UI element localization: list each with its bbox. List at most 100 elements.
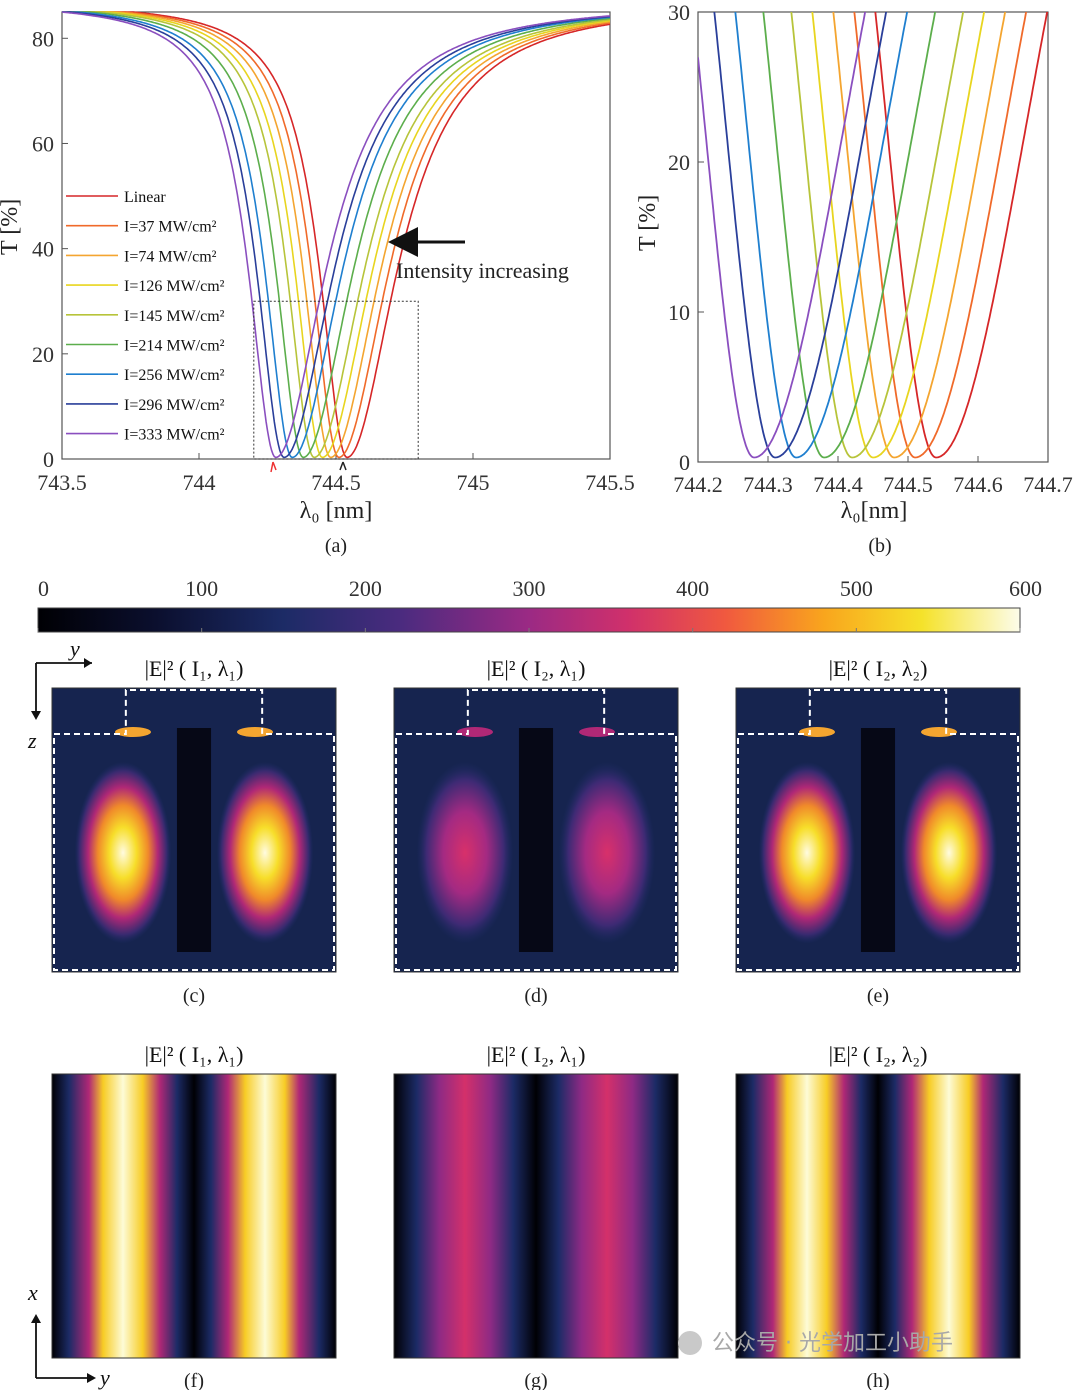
b-ytick-label: 20 [668, 150, 690, 175]
field-lobe [216, 761, 314, 944]
map-title: |E|² ( I₂, λ₁) [487, 656, 586, 681]
xy-axis-glyph: y x [27, 1280, 110, 1390]
colorbar-tick-label: 200 [349, 576, 382, 601]
colorbar-tick-label: 600 [1009, 576, 1042, 601]
colorbar: 0 100 200 300 400 500 600 [37, 576, 1042, 633]
y-axis-glyph-label-2: y [98, 1365, 110, 1390]
field-lobe [416, 761, 514, 944]
b-xtick-label: 744.6 [953, 472, 1003, 497]
a-series-line [62, 11, 611, 459]
edge-hotspot [115, 727, 151, 737]
structure-outline [395, 689, 677, 971]
a-series-line [62, 11, 611, 459]
colorbar-tick-label: 400 [676, 576, 709, 601]
field-map-yz: |E|² ( I₂, λ₁) (d) [393, 656, 679, 1007]
b-series-line [853, 12, 1028, 459]
legend-entry: I=126 MW/cm² [124, 278, 225, 295]
field-map-xy: |E|² ( I₂, λ₁) (g) [393, 1042, 679, 1390]
map-dark-center [176, 728, 212, 952]
b-xtick-label: 744.2 [673, 472, 723, 497]
a-xtick-label: 744.5 [311, 470, 361, 495]
legend-entry: I=333 MW/cm² [124, 427, 225, 444]
a-xtick-label: 745 [457, 470, 490, 495]
panel-a-curves [61, 11, 611, 459]
a-ytick-label: 20 [32, 342, 54, 367]
b-ytick-label: 0 [679, 450, 690, 475]
edge-hotspot [921, 727, 957, 737]
map-stripes [393, 1073, 679, 1359]
b-ytick-label: 30 [668, 0, 690, 25]
z-axis-glyph-label: z [27, 728, 37, 753]
y-axis-glyph-label: y [68, 636, 80, 661]
a-ytick-label: 0 [43, 447, 54, 472]
structure-outline [53, 689, 335, 971]
field-lobe [558, 761, 656, 944]
a-series-line [62, 11, 611, 459]
b-xtick-label: 744.5 [883, 472, 933, 497]
black-arrow-marker [339, 461, 347, 471]
legend-entry: Linear [124, 189, 166, 206]
a-series-line [62, 11, 611, 459]
yz-axis-glyph: y z [27, 636, 92, 753]
map-dark-center [518, 728, 554, 952]
map-panel-label: (f) [184, 1370, 204, 1390]
b-ytick-label: 10 [668, 300, 690, 325]
a-ytick-label: 40 [32, 237, 54, 262]
map-panel-label: (g) [524, 1370, 547, 1390]
edge-hotspot [579, 727, 615, 737]
legend-entry: I=256 MW/cm² [124, 367, 225, 384]
a-ytick-label: 60 [32, 131, 54, 156]
panel-a-label: (a) [325, 535, 347, 557]
panel-b-xlabel: λ₀[nm] [841, 498, 908, 524]
field-lobe [758, 761, 856, 944]
edge-hotspot [237, 727, 273, 737]
zoom-box [253, 300, 419, 460]
panel-a-xlabel: λ₀ [nm] [300, 498, 373, 524]
map-stripes [735, 1073, 1021, 1359]
map-title: |E|² ( I₂, λ₂) [829, 656, 928, 681]
field-lobe [74, 761, 172, 944]
field-map-yz: |E|² ( I₁, λ₁) (c) [51, 656, 337, 1007]
b-xtick-label: 744.3 [743, 472, 793, 497]
panel-a-ylabel: T [%] [0, 199, 23, 255]
panel-b-curves [698, 12, 1048, 459]
a-series-line [62, 11, 611, 459]
watermark: 公众号 · 光学加工小助手 [678, 1331, 953, 1356]
b-series-line [762, 12, 937, 459]
b-series-line [790, 12, 965, 459]
field-map-xy: |E|² ( I₂, λ₂) (h) [735, 1042, 1021, 1390]
map-panel-label: (e) [867, 985, 889, 1007]
b-series-line [832, 12, 1007, 459]
colorbar-tick-label: 300 [513, 576, 546, 601]
a-xtick-label: 745.5 [585, 470, 635, 495]
legend-entry: I=214 MW/cm² [124, 338, 225, 355]
legend-entry: I=296 MW/cm² [124, 397, 225, 414]
b-xtick-label: 744.4 [813, 472, 863, 497]
colorbar-tick-label: 0 [38, 576, 49, 601]
edge-hotspot [799, 727, 835, 737]
map-stripes [51, 1073, 337, 1359]
legend-entry: I=74 MW/cm² [124, 248, 217, 265]
red-arrow-marker [270, 461, 277, 473]
colorbar-tick-label: 500 [840, 576, 873, 601]
map-panel-label: (h) [866, 1370, 889, 1390]
panel-b-label: (b) [868, 535, 891, 557]
panel-b-ylabel: T [%] [635, 195, 661, 251]
b-series-line [713, 12, 888, 459]
a-series-line [62, 11, 611, 459]
legend-entry: I=37 MW/cm² [124, 219, 217, 236]
b-series-line [874, 12, 1048, 459]
map-title: |E|² ( I₁, λ₁) [145, 656, 244, 681]
a-series-line [62, 11, 611, 459]
colorbar-tick-label: 100 [185, 576, 218, 601]
legend: Linear I=37 MW/cm² I=74 MW/cm² I=126 MW/cm²… [66, 189, 225, 444]
b-series-line [698, 12, 867, 459]
map-title: |E|² ( I₂, λ₁) [487, 1042, 586, 1067]
map-title: |E|² ( I₂, λ₂) [829, 1042, 928, 1067]
field-map-yz: |E|² ( I₂, λ₂) (e) [735, 656, 1021, 1007]
panel-a-transmission-plot: 743.5 744 744.5 745 745.5 0 20 40 60 80 Linear I=3… [0, 11, 635, 557]
field-map-xy: |E|² ( I₁, λ₁) (f) [51, 1042, 337, 1390]
x-axis-glyph-label: x [27, 1280, 38, 1305]
intensity-annotation: Intensity increasing [396, 258, 569, 283]
